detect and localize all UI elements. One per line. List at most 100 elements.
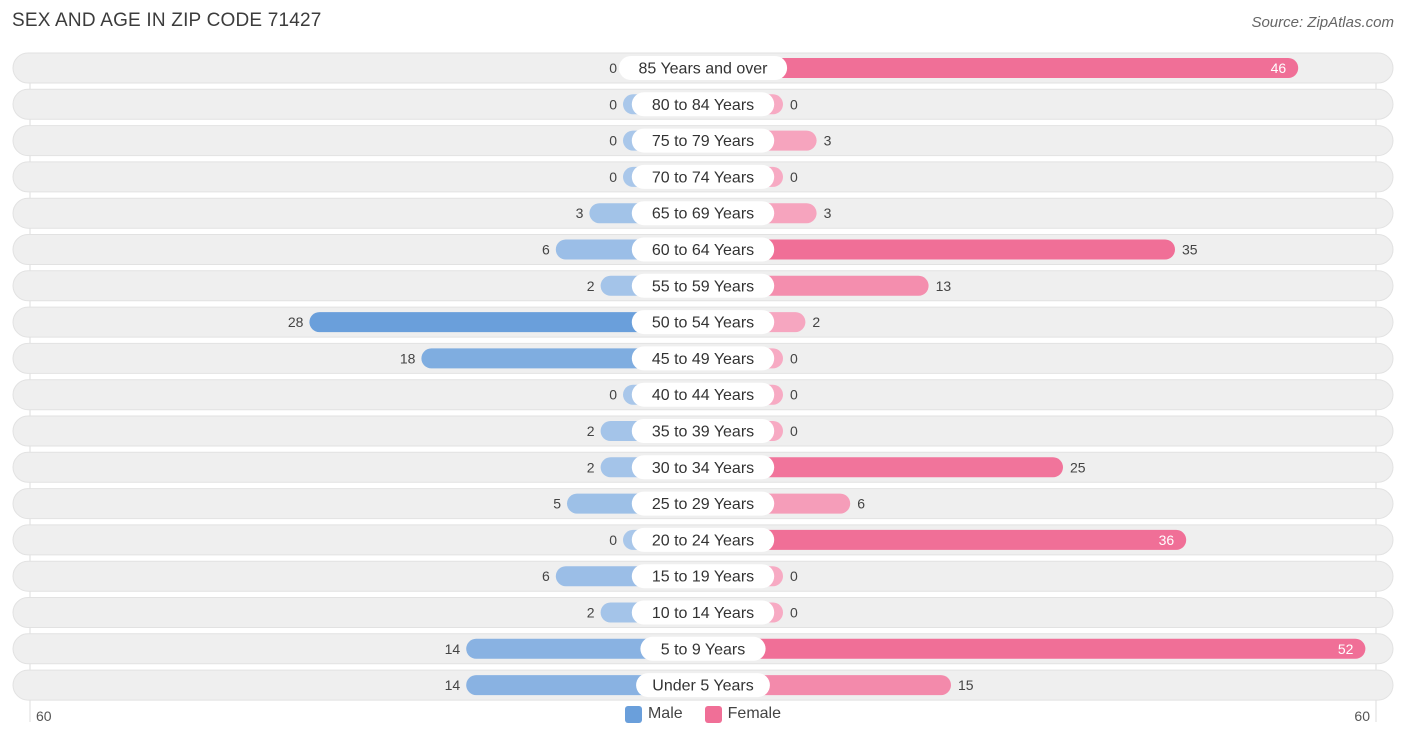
female-value-label: 0 <box>790 169 798 185</box>
source-label: Source: ZipAtlas.com <box>1251 14 1394 31</box>
category-label-background <box>631 164 775 189</box>
category-label: 85 Years and over <box>639 61 769 78</box>
row-5: 60 to 64 Years 6 35 <box>12 234 1394 265</box>
row-6: 55 to 59 Years 2 13 <box>12 270 1394 302</box>
male-value-label: 18 <box>400 350 416 366</box>
row-16: 5 to 9 Years 14 52 <box>12 633 1394 665</box>
female-value-label: 46 <box>1271 60 1287 76</box>
category-label-background <box>631 92 775 117</box>
category-label: 5 to 9 Years <box>661 641 746 658</box>
male-value-label: 5 <box>553 496 561 512</box>
male-value-label: 0 <box>609 169 617 185</box>
category-label: 50 to 54 Years <box>652 315 754 332</box>
category-label: 45 to 49 Years <box>652 351 754 368</box>
row-12: 25 to 29 Years 5 6 <box>12 488 1394 520</box>
legend-label-female: Female <box>727 705 782 722</box>
legend-swatch-male <box>624 705 642 723</box>
category-label-background <box>631 310 775 335</box>
category-label: 15 to 19 Years <box>652 569 754 586</box>
category-label-background <box>636 673 770 698</box>
category-label: 60 to 64 Years <box>652 242 754 259</box>
category-label-background <box>631 527 775 552</box>
category-label: Under 5 Years <box>652 678 753 695</box>
female-value-label: 0 <box>790 423 798 439</box>
female-value-label: 0 <box>790 605 798 621</box>
row-2: 75 to 79 Years 0 3 <box>12 125 1394 157</box>
male-value-label: 2 <box>587 459 595 475</box>
row-1: 80 to 84 Years 0 0 <box>12 88 1394 120</box>
category-label-background <box>631 564 775 589</box>
category-label-background <box>631 273 775 298</box>
axis-left-max-label: 60 <box>36 708 52 724</box>
category-label: 70 to 74 Years <box>652 169 754 186</box>
category-label-background <box>631 346 775 371</box>
female-bar <box>703 58 1299 78</box>
category-label-background <box>640 636 766 661</box>
male-value-label: 28 <box>288 314 304 330</box>
axis-right-max-label: 60 <box>1354 708 1370 724</box>
legend-item-male: Male <box>624 705 683 723</box>
category-label-background <box>631 201 775 226</box>
male-value-label: 6 <box>542 568 550 584</box>
category-label-background <box>631 128 775 153</box>
row-3: 70 to 74 Years 0 0 <box>12 161 1394 193</box>
category-label: 35 to 39 Years <box>652 424 754 441</box>
row-8: 45 to 49 Years 18 0 <box>12 342 1394 374</box>
category-label-background <box>618 56 788 80</box>
category-label: 10 to 14 Years <box>652 605 754 622</box>
female-value-label: 13 <box>936 278 952 294</box>
male-value-label: 14 <box>445 641 461 657</box>
category-label-background <box>631 491 775 516</box>
category-label-background <box>631 455 775 480</box>
chart-title: SEX AND AGE IN ZIP CODE 71427 <box>12 10 322 31</box>
row-10: 35 to 39 Years 2 0 <box>12 415 1394 447</box>
female-value-label: 52 <box>1338 641 1354 657</box>
male-value-label: 14 <box>445 677 461 693</box>
legend-swatch-female <box>704 705 722 723</box>
category-label: 65 to 69 Years <box>652 206 754 223</box>
row-15: 10 to 14 Years 2 0 <box>12 597 1394 628</box>
female-value-label: 36 <box>1159 532 1175 548</box>
male-value-label: 0 <box>609 532 617 548</box>
female-bar <box>703 529 1187 550</box>
row-11: 30 to 34 Years 2 25 <box>12 451 1394 483</box>
row-9: 40 to 44 Years 0 0 <box>12 379 1394 411</box>
female-value-label: 6 <box>857 496 865 512</box>
row-14: 15 to 19 Years 6 0 <box>12 560 1394 592</box>
category-label: 40 to 44 Years <box>652 387 754 404</box>
female-bar <box>703 457 1063 478</box>
female-value-label: 25 <box>1070 459 1086 475</box>
row-7: 50 to 54 Years 28 2 <box>12 306 1394 338</box>
category-label-background <box>631 419 775 443</box>
male-value-label: 2 <box>587 605 595 621</box>
male-value-label: 6 <box>542 242 550 258</box>
category-label: 75 to 79 Years <box>652 133 754 150</box>
legend-item-female: Female <box>704 705 782 723</box>
female-value-label: 3 <box>824 205 832 221</box>
male-value-label: 3 <box>576 205 584 221</box>
row-4: 65 to 69 Years 3 3 <box>12 197 1394 229</box>
row-17: Under 5 Years 14 15 <box>12 669 1394 701</box>
female-value-label: 3 <box>824 133 832 149</box>
category-label: 80 to 84 Years <box>652 97 754 114</box>
female-value-label: 0 <box>790 387 798 403</box>
legend: Male Female <box>0 705 1406 723</box>
category-label-background <box>631 382 775 407</box>
legend-label-male: Male <box>647 705 683 722</box>
row-13: 20 to 24 Years 0 36 <box>12 524 1394 556</box>
male-bar <box>309 312 703 333</box>
female-bar <box>703 638 1366 659</box>
male-value-label: 2 <box>587 423 595 439</box>
male-value-label: 0 <box>609 387 617 403</box>
category-label-background <box>631 600 775 625</box>
female-bar <box>703 239 1175 260</box>
male-bar <box>421 348 703 369</box>
female-value-label: 35 <box>1182 242 1198 258</box>
female-value-label: 15 <box>958 677 974 693</box>
male-value-label: 2 <box>587 278 595 294</box>
category-label: 20 to 24 Years <box>652 532 754 549</box>
category-label: 55 to 59 Years <box>652 278 754 295</box>
male-value-label: 0 <box>609 133 617 149</box>
female-value-label: 0 <box>790 350 798 366</box>
